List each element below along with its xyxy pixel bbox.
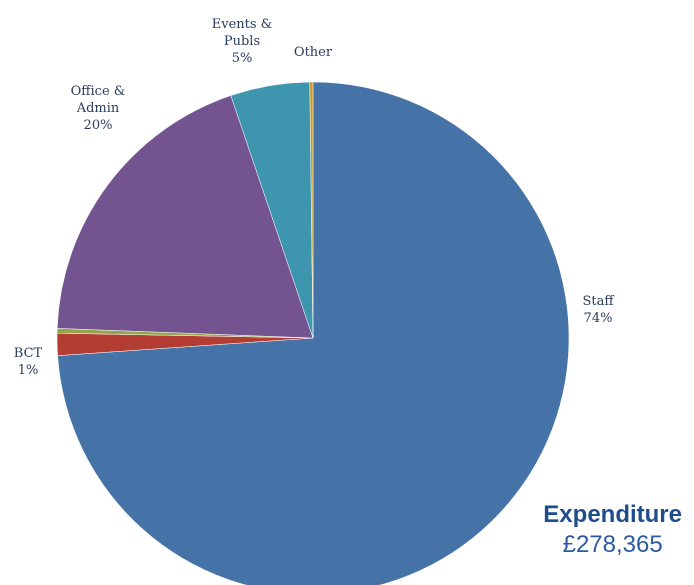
slice-label-other: Other bbox=[294, 45, 333, 60]
pie-slice-other bbox=[309, 81, 314, 339]
pie-slice-staff bbox=[57, 81, 570, 585]
slice-label-staff: Staff 74% bbox=[582, 294, 615, 326]
chart-caption: Expenditure £278,365 bbox=[543, 500, 682, 560]
chart-total-amount: £278,365 bbox=[562, 531, 663, 558]
pie-slice-office-admin bbox=[56, 95, 314, 339]
slice-labels: Staff 74% BCT 1% Office & Admin 20% Events & Pub… bbox=[14, 17, 616, 378]
slice-label-office-admin: Office & Admin 20% bbox=[71, 84, 126, 133]
chart-title: Expenditure bbox=[543, 501, 682, 528]
slice-label-bct: BCT 1% bbox=[14, 346, 43, 378]
slice-label-events-publs: Events & Publs 5% bbox=[212, 17, 273, 66]
pie-slices bbox=[56, 81, 570, 585]
